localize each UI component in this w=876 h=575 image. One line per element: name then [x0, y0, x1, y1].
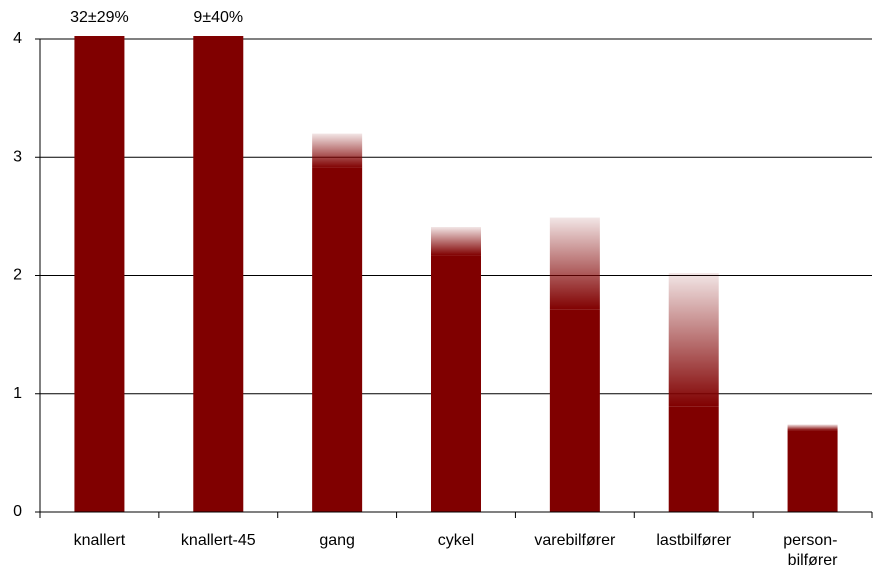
x-tick-label: person- bilfører	[783, 532, 842, 569]
bar	[74, 36, 125, 512]
uncertainty-band	[787, 424, 838, 431]
x-tick-label: gang	[319, 532, 355, 549]
uncertainty-band	[312, 133, 363, 168]
x-tick-label: cykel	[438, 532, 474, 549]
x-tick-label: knallert-45	[181, 532, 256, 549]
bar	[431, 255, 481, 512]
y-tick-label: 1	[13, 385, 22, 402]
y-tick-label: 2	[13, 267, 22, 284]
x-tick-label: varebilfører	[534, 532, 616, 549]
bar	[193, 36, 244, 512]
x-tick-label: knallert	[74, 532, 126, 549]
bar	[668, 406, 719, 512]
value-label: 32±29%	[70, 9, 129, 26]
y-tick-label: 0	[13, 503, 22, 520]
plot-area	[74, 36, 838, 512]
bar	[312, 167, 363, 512]
uncertainty-band	[431, 227, 481, 256]
bar	[549, 309, 600, 512]
x-tick-label: lastbilfører	[656, 532, 731, 549]
uncertainty-band	[549, 217, 600, 310]
y-tick-label: 3	[13, 148, 22, 165]
y-tick-label: 4	[13, 30, 22, 47]
value-label: 9±40%	[193, 9, 243, 26]
bar	[787, 430, 838, 512]
uncertainty-band	[668, 273, 719, 407]
